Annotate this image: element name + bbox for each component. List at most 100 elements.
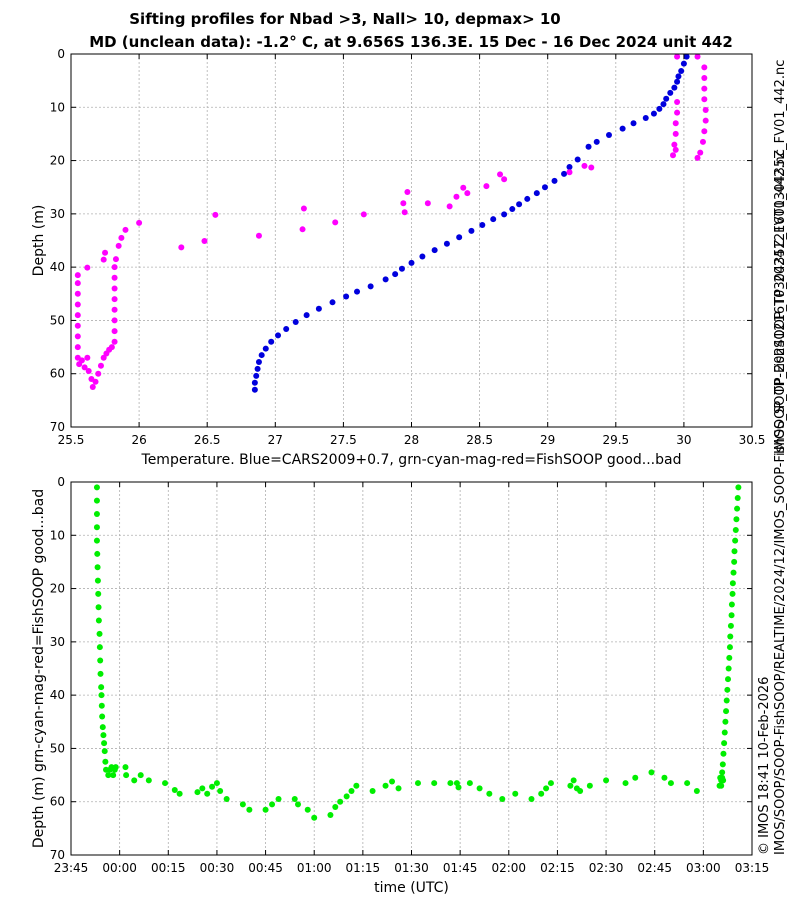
top-point-magenta <box>701 74 708 81</box>
top-point-magenta <box>118 234 125 241</box>
bottom-point-green <box>732 537 739 544</box>
bottom-point-green <box>476 785 483 792</box>
top-xtick-label: 25.5 <box>58 433 85 447</box>
top-xtick-label: 27 <box>268 433 283 447</box>
chart-title-line-1: Sifting profiles for Nbad >3, Nall> 10, … <box>129 10 560 28</box>
bottom-point-green <box>728 612 735 619</box>
bottom-point-green <box>137 772 144 779</box>
top-point-magenta <box>111 264 118 271</box>
bottom-point-green <box>101 740 108 747</box>
bottom-point-green <box>661 774 668 781</box>
bottom-point-green <box>291 796 298 803</box>
top-ytick-label: 40 <box>50 260 65 274</box>
top-xtick-label: 28.5 <box>466 433 493 447</box>
top-point-magenta <box>111 317 118 324</box>
bottom-point-green <box>199 785 206 792</box>
bottom-point-green <box>171 786 178 793</box>
bottom-point-green <box>734 505 741 512</box>
bottom-point-green <box>730 569 737 576</box>
top-point-magenta <box>401 209 408 216</box>
top-point-magenta <box>100 256 107 263</box>
bottom-point-green <box>486 790 493 797</box>
bottom-point-green <box>93 537 100 544</box>
bottom-point-green <box>722 718 729 725</box>
bottom-xtick-label: 02:15 <box>540 861 575 875</box>
top-xtick-label: 30 <box>676 433 691 447</box>
top-xtick-label: 26 <box>131 433 146 447</box>
bottom-point-green <box>332 804 339 811</box>
top-point-blue <box>509 206 516 213</box>
top-point-magenta <box>299 226 306 233</box>
top-point-magenta <box>92 378 99 385</box>
bottom-xtick-label: 00:45 <box>248 861 283 875</box>
bottom-point-green <box>95 617 102 624</box>
bottom-point-green <box>731 548 738 555</box>
top-point-magenta <box>255 232 262 239</box>
top-point-magenta <box>84 264 91 271</box>
top-point-magenta <box>81 364 88 371</box>
top-point-magenta <box>671 141 678 148</box>
bottom-point-green <box>204 790 211 797</box>
top-point-magenta <box>115 242 122 249</box>
bottom-point-green <box>93 484 100 491</box>
bottom-point-green <box>94 564 101 571</box>
top-point-blue <box>292 319 299 326</box>
top-point-magenta <box>497 171 504 178</box>
bottom-point-green <box>622 780 629 787</box>
bottom-point-green <box>684 780 691 787</box>
top-point-blue <box>343 293 350 300</box>
top-point-magenta <box>95 370 102 377</box>
bottom-point-green <box>725 665 732 672</box>
bottom-point-green <box>732 526 739 533</box>
bottom-xtick-label: 01:30 <box>394 861 429 875</box>
top-point-magenta <box>701 128 708 135</box>
bottom-point-green <box>94 577 101 584</box>
top-point-blue <box>431 247 438 254</box>
top-point-magenta <box>702 106 709 113</box>
bottom-point-green <box>586 782 593 789</box>
top-point-magenta <box>672 130 679 137</box>
bottom-point-green <box>719 769 726 776</box>
top-ytick-label: 70 <box>50 420 65 434</box>
top-point-blue <box>551 177 558 184</box>
bottom-point-green <box>304 806 311 813</box>
top-point-blue <box>630 120 637 127</box>
top-ytick-label: 60 <box>50 367 65 381</box>
bottom-point-green <box>96 630 103 637</box>
top-point-magenta <box>84 354 91 361</box>
bottom-ylabel: Depth (m) grn-cyan-mag-red=FishSOOP good… <box>31 489 47 848</box>
bottom-point-green <box>726 654 733 661</box>
bottom-point-green <box>131 777 138 784</box>
top-point-blue <box>674 78 681 85</box>
top-point-magenta <box>674 53 681 60</box>
top-point-magenta <box>446 203 453 210</box>
bottom-xtick-label: 01:45 <box>443 861 478 875</box>
top-point-blue <box>642 114 649 121</box>
top-point-magenta <box>566 169 573 176</box>
bottom-point-green <box>110 772 117 779</box>
top-xtick-label: 29 <box>540 433 555 447</box>
bottom-point-green <box>97 657 104 664</box>
bottom-xtick-label: 02:00 <box>491 861 526 875</box>
top-point-magenta <box>300 205 307 212</box>
bottom-point-green <box>577 788 584 795</box>
chart-title-line-2: MD (unclean data): -1.2° C, at 9.656S 13… <box>89 33 733 51</box>
bottom-ytick-label: 70 <box>50 848 65 862</box>
top-point-blue <box>251 386 258 393</box>
top-point-magenta <box>674 98 681 105</box>
bottom-point-green <box>727 633 734 640</box>
top-ytick-label: 50 <box>50 313 65 327</box>
top-point-blue <box>419 253 426 260</box>
top-point-blue <box>382 276 389 283</box>
bottom-point-green <box>735 484 742 491</box>
bottom-point-green <box>727 622 734 629</box>
bottom-point-green <box>246 806 253 813</box>
top-ytick-label: 30 <box>50 207 65 221</box>
top-point-blue <box>329 299 336 306</box>
bottom-point-green <box>455 784 462 791</box>
top-point-blue <box>501 211 508 218</box>
bottom-point-green <box>162 780 169 787</box>
bottom-point-green <box>512 790 519 797</box>
bottom-point-green <box>101 748 108 755</box>
top-point-magenta <box>74 312 81 319</box>
